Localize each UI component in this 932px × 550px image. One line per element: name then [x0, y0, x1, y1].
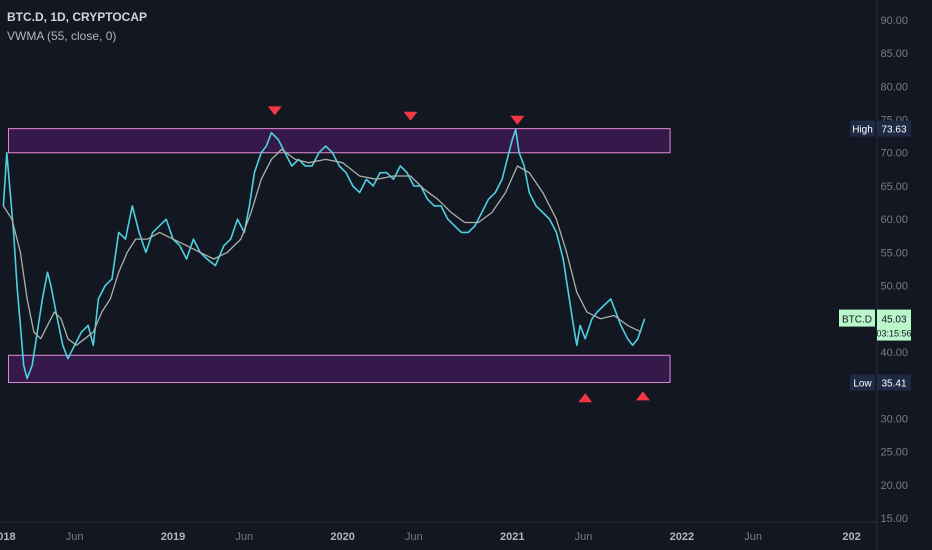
- last-price-countdown: 03:15:56: [876, 329, 911, 339]
- time-axis[interactable]: 2018 Jun 2019 Jun 2020 Jun 2021 Jun 2022 Jun 202: [0, 531, 861, 543]
- time-tick-label: Jun: [744, 531, 762, 543]
- time-tick-label: 2021: [500, 531, 524, 543]
- last-price-value: 45.03: [881, 315, 906, 326]
- time-tick-label: 2020: [330, 531, 354, 543]
- last-price-label: [877, 309, 911, 341]
- indicator-legend[interactable]: VWMA (55, close, 0): [7, 29, 117, 43]
- price-tick-label: 30.00: [880, 413, 908, 425]
- price-tick-label: 25.00: [880, 447, 908, 459]
- last-price-symbol-tag: [839, 309, 875, 327]
- series-line-btc-d[interactable]: [2, 128, 646, 380]
- series-layer: [2, 128, 646, 380]
- zones-layer: [7, 128, 671, 383]
- time-tick-label: 2022: [670, 531, 694, 543]
- price-labels-layer: High 73.63 Low 35.41 BTC.D 45.03 03:15:56: [839, 120, 912, 391]
- price-tick-label: 85.00: [880, 48, 908, 60]
- price-tick-label: 40.00: [880, 347, 908, 359]
- marker-triangle-down: [403, 111, 418, 121]
- zone-tag-high: [850, 120, 875, 137]
- time-tick-label: 2019: [161, 531, 185, 543]
- zone-tag-text: Low: [853, 378, 872, 389]
- price-tick-label: 20.00: [880, 480, 908, 492]
- time-tick-label: Jun: [405, 531, 423, 543]
- zone-price-text: 73.63: [881, 125, 906, 136]
- zone-price-label-high: [877, 120, 911, 137]
- last-price-symbol-text: BTC.D: [842, 315, 872, 326]
- price-tick-label: 15.00: [880, 513, 908, 525]
- marker-triangle-down: [267, 106, 282, 116]
- marker-triangle-up: [635, 391, 650, 401]
- time-tick-label: Jun: [235, 531, 253, 543]
- zone-low[interactable]: [7, 354, 671, 383]
- price-tick-label: 90.00: [880, 15, 908, 27]
- zone-tag-text: High: [852, 125, 873, 136]
- zone-tag-low: [850, 374, 875, 391]
- time-tick-label: Jun: [575, 531, 593, 543]
- time-tick-label: 202: [842, 531, 860, 543]
- price-tick-label: 50.00: [880, 281, 908, 293]
- price-tick-label: 60.00: [880, 214, 908, 226]
- zone-price-text: 35.41: [881, 378, 906, 389]
- marker-triangle-down: [510, 115, 525, 125]
- price-tick-label: 80.00: [880, 81, 908, 93]
- symbol-legend[interactable]: BTC.D, 1D, CRYPTOCAP: [7, 10, 148, 24]
- time-tick-label: Jun: [66, 531, 84, 543]
- price-tick-label: 70.00: [880, 148, 908, 160]
- time-tick-label: 2018: [0, 531, 16, 543]
- marker-triangle-up: [578, 393, 593, 403]
- zone-price-label-low: [877, 374, 911, 391]
- series-line-vwma[interactable]: [2, 148, 642, 346]
- markers-layer: [267, 106, 650, 403]
- price-tick-label: 55.00: [880, 247, 908, 259]
- price-tick-label: 65.00: [880, 181, 908, 193]
- zone-high[interactable]: [7, 128, 671, 154]
